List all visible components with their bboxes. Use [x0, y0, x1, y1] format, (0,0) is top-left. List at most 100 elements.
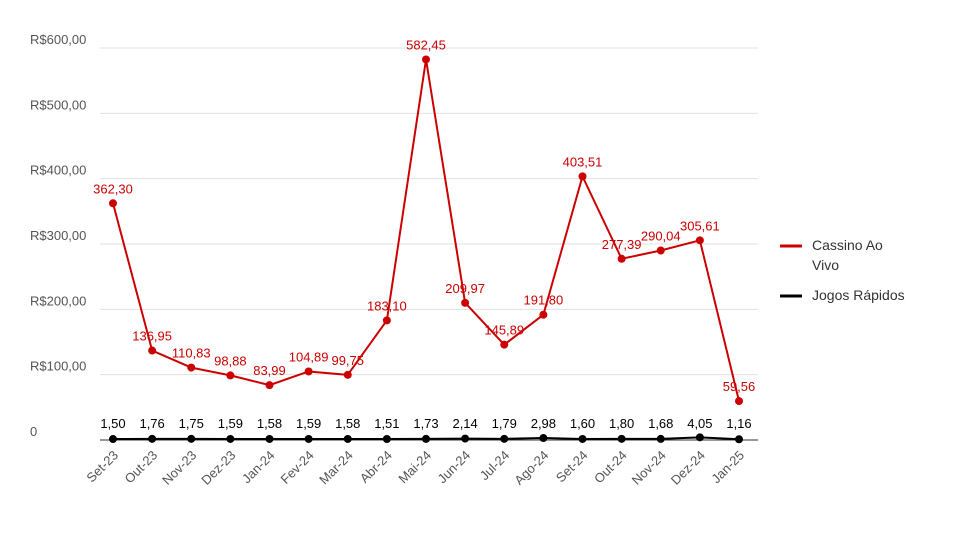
y-axis: 0 R$100,00 R$200,00 R$300,00 R$400,00 R$500,0…: [30, 32, 86, 439]
x-tick-label: Dez-24: [668, 448, 708, 488]
data-label: 290,04: [641, 229, 681, 244]
data-label: 1,80: [609, 416, 634, 431]
data-point: [148, 434, 157, 443]
data-label: 99,75: [331, 353, 364, 368]
data-point: [500, 434, 509, 443]
data-point: [735, 435, 743, 444]
data-label: 1,79: [492, 416, 517, 431]
y-tick-label: R$300,00: [30, 228, 86, 243]
data-label: 582,45: [406, 37, 446, 52]
data-point: [695, 433, 704, 442]
data-label: 1,50: [100, 416, 125, 431]
x-tick-label: Ago-24: [511, 448, 551, 488]
y-tick-label: R$500,00: [30, 97, 86, 112]
x-tick-label: Mai-24: [395, 448, 434, 487]
data-point: [148, 346, 157, 355]
data-point: [343, 370, 352, 379]
y-tick-label: R$100,00: [30, 359, 86, 374]
data-point: [187, 434, 196, 443]
data-label: 98,88: [214, 353, 247, 368]
data-label: 191,80: [523, 293, 563, 308]
data-point: [304, 367, 313, 376]
data-label: 145,89: [484, 323, 524, 338]
data-label: 1,58: [335, 416, 360, 431]
legend-label: Vivo: [812, 257, 839, 273]
data-point: [500, 340, 509, 349]
data-label: 2,14: [452, 416, 477, 431]
data-point: [109, 199, 117, 208]
data-point: [304, 434, 313, 443]
data-point: [422, 55, 430, 64]
data-point: [539, 310, 548, 319]
data-label: 1,58: [257, 416, 282, 431]
data-point: [656, 246, 665, 255]
x-tick-label: Dez-23: [198, 448, 238, 488]
data-label: 362,30: [93, 181, 133, 196]
x-tick-label: Out-24: [591, 448, 630, 487]
data-label: 104,89: [289, 349, 329, 364]
data-label: 1,75: [179, 416, 204, 431]
data-label: 277,39: [602, 237, 642, 252]
data-point: [343, 434, 352, 443]
data-label: 1,16: [726, 416, 751, 431]
data-label: 2,98: [531, 416, 556, 431]
data-point: [265, 381, 274, 390]
data-point: [187, 363, 196, 372]
y-tick-label: R$400,00: [30, 163, 86, 178]
data-point: [226, 371, 235, 380]
data-label: 183,10: [367, 298, 407, 313]
data-point: [617, 434, 626, 443]
data-label: 59,56: [723, 379, 756, 394]
data-point: [422, 434, 430, 443]
data-label: 83,99: [253, 363, 286, 378]
data-label: 1,68: [648, 416, 673, 431]
data-point: [578, 172, 587, 181]
data-point: [226, 434, 235, 443]
data-point: [695, 236, 704, 245]
x-tick-label: Nov-24: [629, 448, 669, 488]
data-point: [656, 434, 665, 443]
legend: Cassino Ao Vivo Jogos Rápidos: [780, 237, 905, 303]
data-label: 1,73: [413, 416, 438, 431]
data-label: 1,76: [139, 416, 164, 431]
x-tick-label: Abr-24: [357, 448, 395, 486]
data-point: [461, 298, 470, 307]
x-tick-label: Jun-24: [435, 448, 474, 487]
data-point: [539, 434, 548, 443]
x-tick-label: Jan-25: [708, 448, 747, 487]
y-tick-label: R$600,00: [30, 32, 86, 47]
data-point: [578, 434, 587, 443]
data-point: [265, 434, 274, 443]
data-point: [461, 434, 470, 443]
y-tick-label: R$200,00: [30, 293, 86, 308]
x-tick-label: Mar-24: [316, 448, 356, 488]
data-label: 1,51: [374, 416, 399, 431]
x-tick-label: Jan-24: [239, 448, 278, 487]
data-label: 305,61: [680, 218, 720, 233]
x-tick-label: Out-23: [122, 448, 161, 487]
legend-label: Cassino Ao: [812, 237, 883, 253]
data-point: [109, 435, 117, 444]
data-point: [617, 254, 626, 263]
data-point: [382, 435, 391, 444]
x-tick-label: Set-24: [553, 448, 591, 486]
gridlines: [100, 47, 758, 441]
data-point: [735, 397, 743, 406]
x-tick-label: Fev-24: [278, 448, 317, 487]
legend-label: Jogos Rápidos: [812, 287, 905, 303]
data-point: [382, 316, 391, 325]
data-label: 136,95: [132, 329, 172, 344]
data-label: 4,05: [687, 416, 712, 431]
x-tick-label: Jul-24: [477, 448, 513, 484]
data-label: 1,60: [570, 416, 595, 431]
data-label: 403,51: [563, 154, 603, 169]
data-label: 1,59: [218, 416, 243, 431]
x-tick-label: Nov-23: [159, 448, 199, 488]
data-label: 209,97: [445, 281, 485, 296]
y-tick-label: 0: [30, 424, 37, 439]
x-tick-label: Set-23: [83, 448, 121, 486]
data-label: 1,59: [296, 416, 321, 431]
